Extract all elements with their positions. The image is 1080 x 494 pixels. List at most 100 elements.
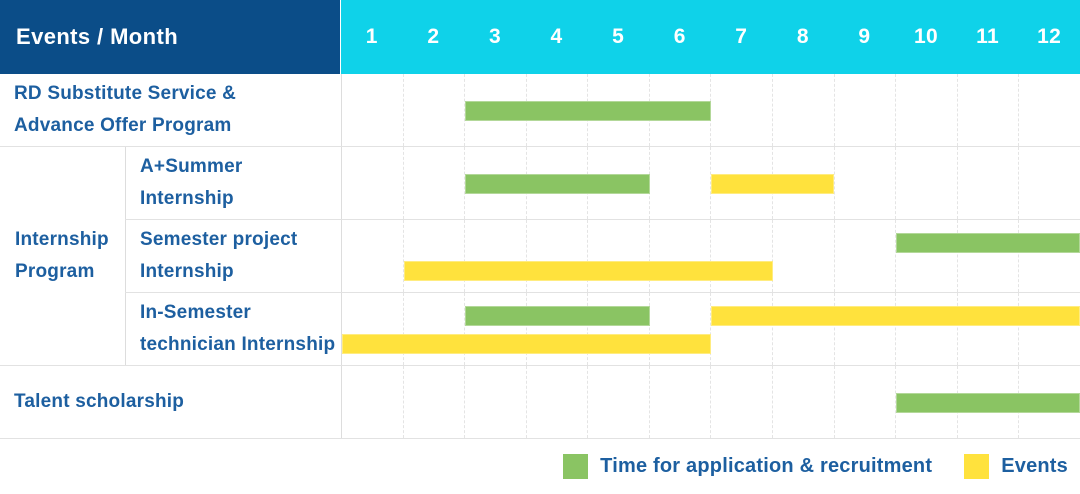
month-cell-bg <box>464 293 526 365</box>
label-line: Advance Offer Program <box>14 115 232 136</box>
events-month-title: Events / Month <box>16 24 179 49</box>
month-cell-bg <box>956 220 1019 292</box>
month-cell-bg <box>710 74 772 146</box>
month-cell-bg <box>1018 293 1080 365</box>
month-label-10: 10 <box>914 25 938 48</box>
month-cell-bg <box>1018 147 1080 219</box>
month-cell-bg <box>833 293 896 365</box>
events-bar <box>342 334 711 354</box>
month-cell-bg <box>772 220 834 292</box>
legend-item-green: Time for application & recruitment <box>563 454 932 479</box>
month-cell-bg <box>402 220 465 292</box>
month-cell-bg <box>464 220 526 292</box>
label-line: Program <box>15 261 95 282</box>
month-cell-bg <box>833 147 896 219</box>
legend: Time for application & recruitment Events <box>0 439 1080 494</box>
events-bar <box>711 306 1080 326</box>
month-cell-bg <box>587 220 649 292</box>
month-cell-bg <box>587 293 649 365</box>
table-row: RD Substitute Service & Advance Offer Pro… <box>0 74 1080 147</box>
group-rows: A+Summer Internship Semester project Intern… <box>125 147 1080 365</box>
month-label-12: 12 <box>1037 25 1062 48</box>
table-row: A+Summer Internship <box>125 147 1080 220</box>
month-cell-bg <box>710 366 772 438</box>
month-label-5: 5 <box>612 25 625 48</box>
label-line: Internship <box>15 229 109 251</box>
label-line: Talent scholarship <box>14 391 185 413</box>
legend-label: Time for application & recruitment <box>600 455 933 477</box>
month-cell-bg <box>895 293 957 365</box>
month-grid <box>341 74 1080 146</box>
month-cell-bg <box>956 293 1019 365</box>
month-cell-bg <box>587 366 649 438</box>
month-cell-bg <box>342 293 403 365</box>
month-cell-bg <box>648 366 711 438</box>
application-recruitment-bar <box>465 306 650 326</box>
month-cell-bg <box>710 220 772 292</box>
label-line: RD Substitute Service & <box>14 83 237 105</box>
application-recruitment-bar <box>895 233 1080 253</box>
table-row: Semester project Internship <box>125 220 1080 293</box>
month-cell-bg <box>402 147 465 219</box>
month-label-7: 7 <box>735 25 748 48</box>
month-cell-bg <box>833 220 896 292</box>
month-header-strip: 1 2 3 4 5 6 7 8 9 10 11 12 <box>341 0 1080 74</box>
table-row: Talent scholarship <box>0 366 1080 439</box>
month-cell-bg <box>525 293 588 365</box>
month-cell-bg <box>525 366 588 438</box>
month-label-8: 8 <box>796 25 809 48</box>
month-cell-bg <box>772 366 834 438</box>
month-cell-bg <box>464 366 526 438</box>
month-label-4: 4 <box>550 25 563 48</box>
table-row: In-Semester technician Internship <box>125 293 1080 365</box>
label-line: Internship <box>140 188 234 209</box>
month-cell-bg <box>1018 220 1080 292</box>
row-label: In-Semester technician Internship <box>125 293 341 365</box>
month-cell-bg <box>342 366 403 438</box>
month-grid <box>341 293 1080 365</box>
application-recruitment-bar <box>465 174 650 194</box>
month-grid <box>341 147 1080 219</box>
month-cell-bg <box>342 74 403 146</box>
legend-green-swatch <box>563 454 589 479</box>
month-cell-bg <box>1018 74 1080 146</box>
group-label-internship-program: Internship Program <box>0 147 125 365</box>
month-label-9: 9 <box>858 25 871 48</box>
month-cell-bg <box>464 147 526 219</box>
month-cell-bg <box>525 220 588 292</box>
month-label-6: 6 <box>673 25 686 48</box>
month-cell-bg <box>833 74 896 146</box>
month-grid <box>341 220 1080 292</box>
month-cell-bg <box>710 293 772 365</box>
month-cell-bg <box>464 74 526 146</box>
row-label: A+Summer Internship <box>125 147 341 219</box>
table-header-row: Events / Month 1 2 3 4 5 6 7 8 9 10 11 12 <box>0 0 1080 74</box>
legend-label: Events <box>1001 455 1068 477</box>
row-label: Talent scholarship <box>0 366 341 438</box>
label-line: technician Internship <box>140 334 336 355</box>
month-cell-bg <box>342 220 403 292</box>
month-cell-bg <box>648 293 711 365</box>
label-line: Semester project <box>140 229 298 251</box>
month-cell-bg <box>710 147 772 219</box>
legend-item-yellow: Events <box>964 454 1068 479</box>
month-cell-bg <box>402 74 465 146</box>
month-cell-bg <box>772 74 834 146</box>
application-recruitment-bar <box>465 101 711 121</box>
month-cell-bg <box>648 220 711 292</box>
month-cell-bg <box>895 74 957 146</box>
events-bar <box>403 261 773 281</box>
month-cell-bg <box>648 147 711 219</box>
month-label-11: 11 <box>976 25 999 48</box>
internship-program-group: Internship Program A+Summer Internship Semes… <box>0 147 1080 366</box>
month-cell-bg <box>895 220 957 292</box>
label-line: In-Semester <box>140 302 251 324</box>
legend-yellow-swatch <box>964 454 990 479</box>
month-grid <box>341 366 1080 438</box>
month-label-1: 1 <box>365 25 378 48</box>
table-body: RD Substitute Service & Advance Offer Pro… <box>0 74 1080 439</box>
month-cell-bg <box>895 147 957 219</box>
row-label: RD Substitute Service & Advance Offer Pro… <box>0 74 341 146</box>
month-cell-bg <box>833 366 896 438</box>
